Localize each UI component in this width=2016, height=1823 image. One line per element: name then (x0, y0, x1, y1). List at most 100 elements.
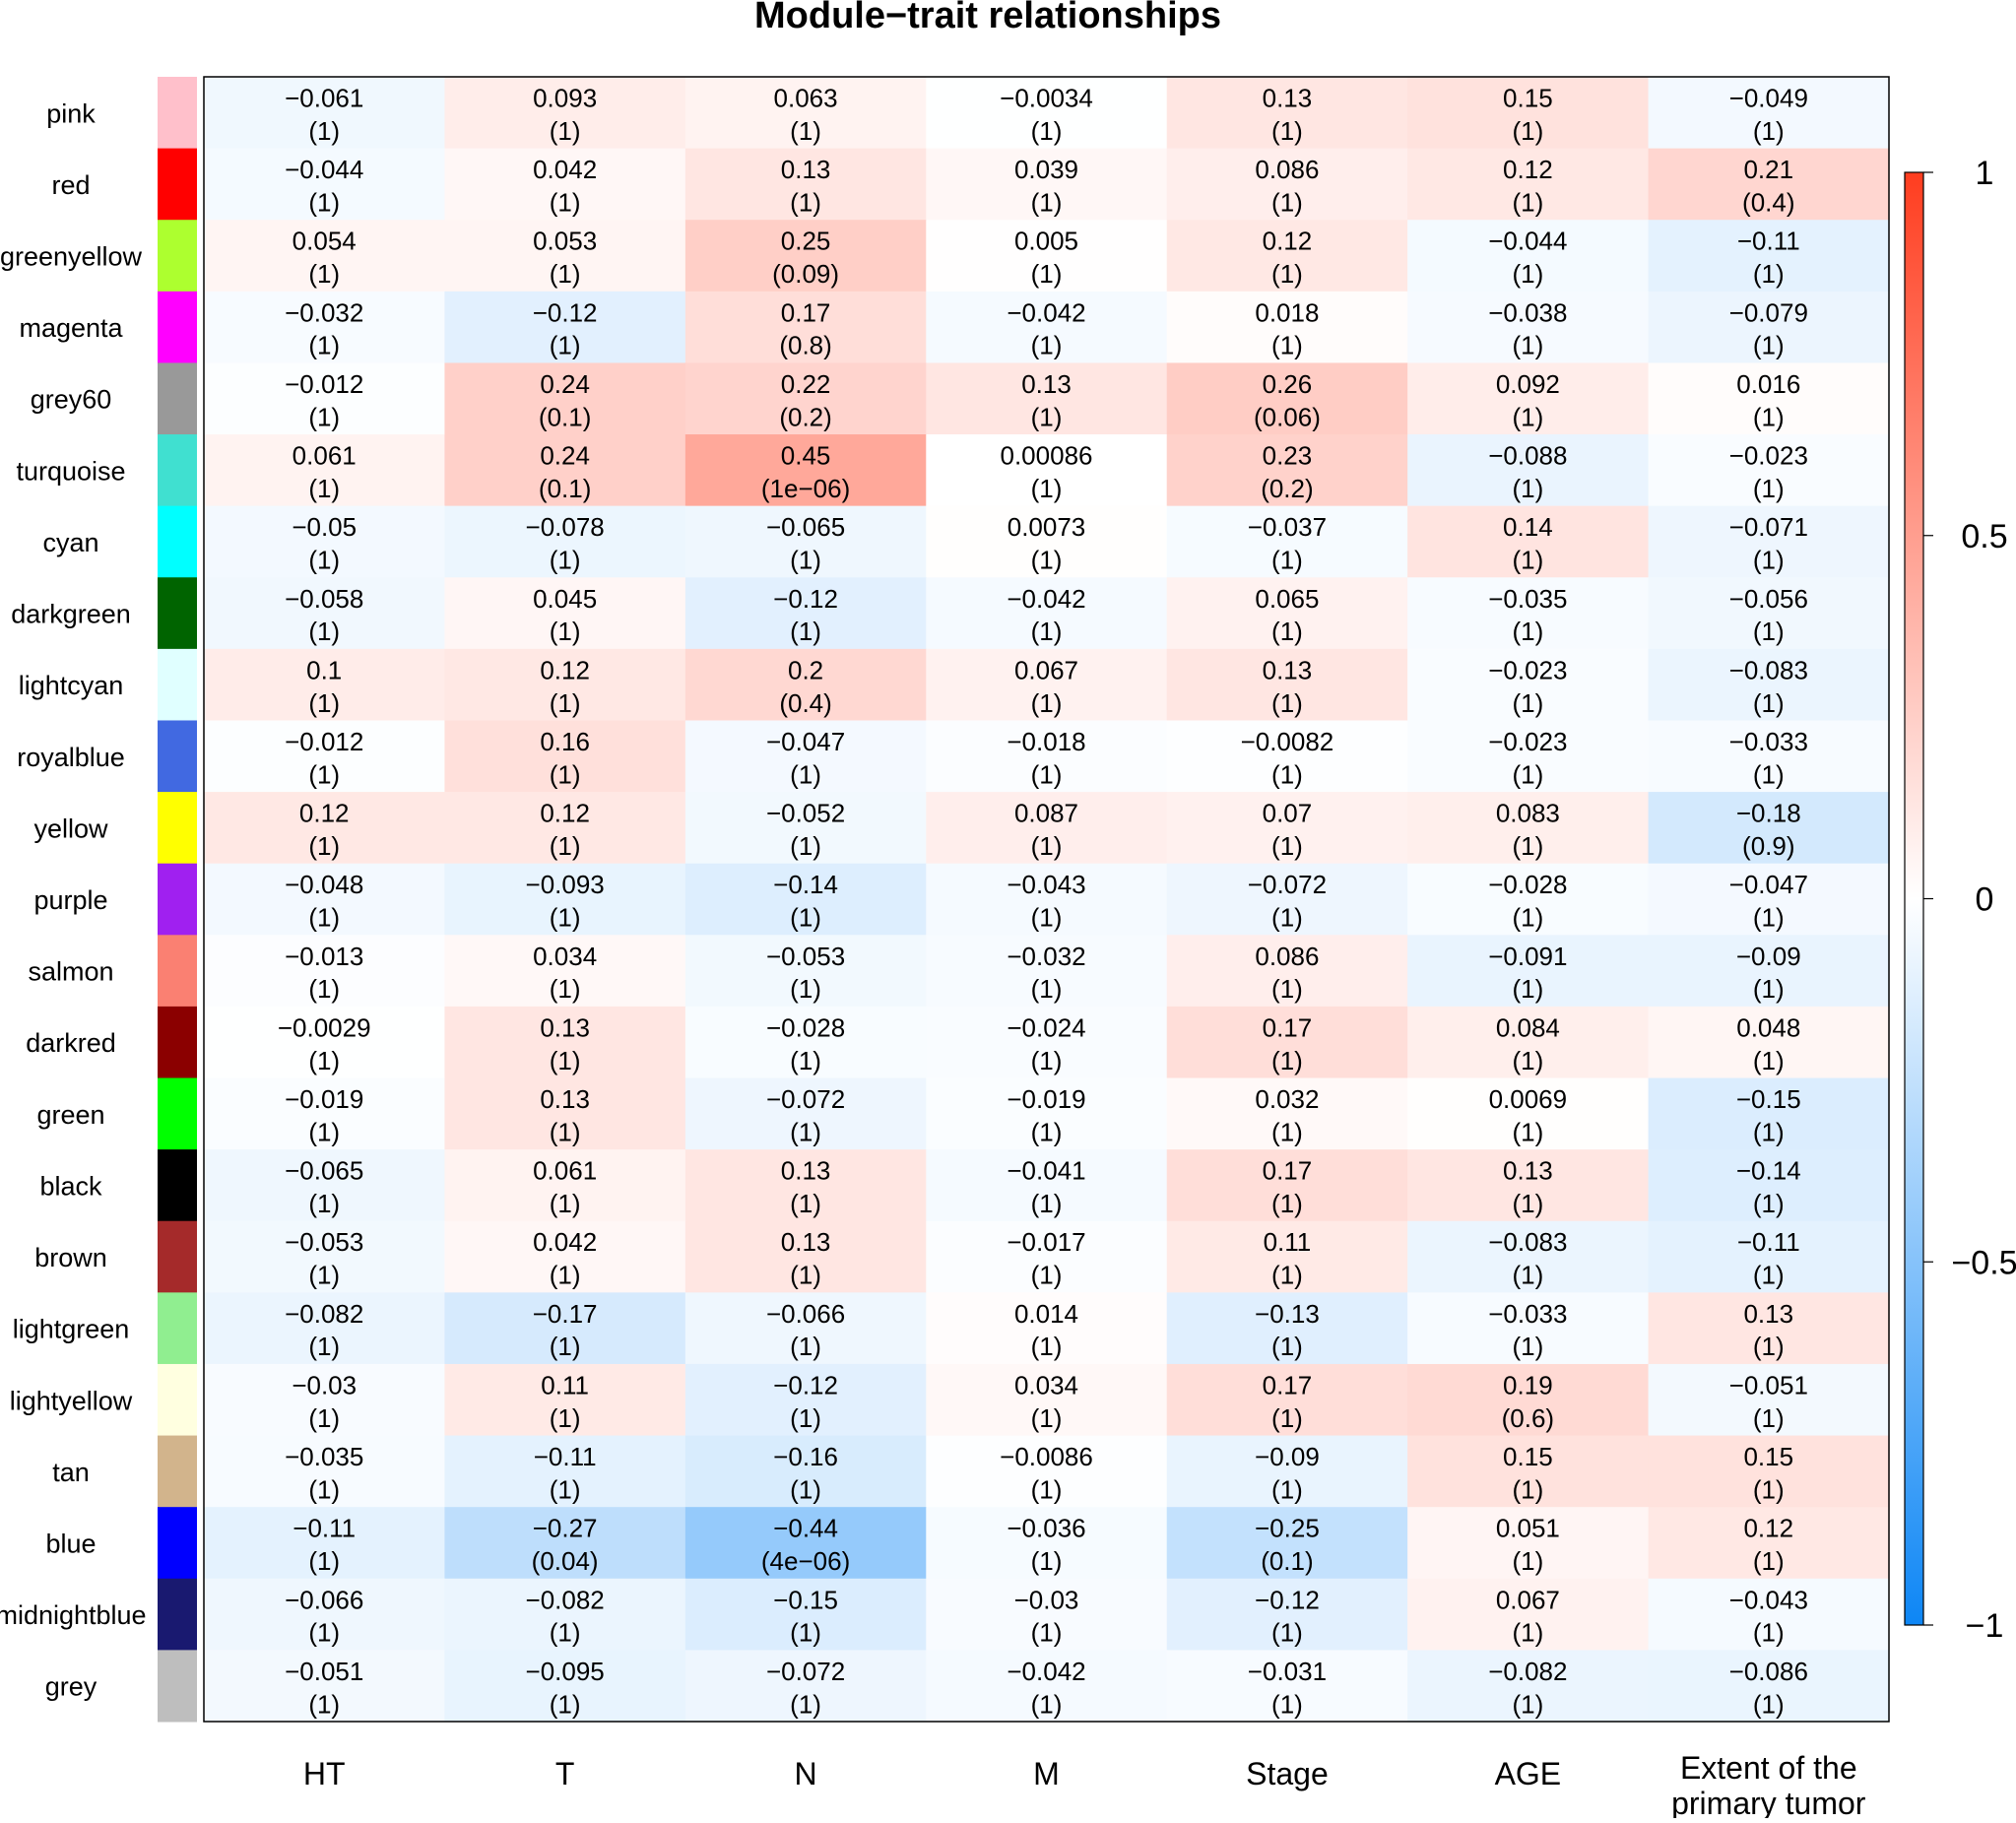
cell-correlation-label: −0.082 (285, 1299, 363, 1329)
cell-pvalue-label: (1) (1753, 688, 1785, 718)
cell-pvalue-label: (1) (790, 831, 821, 861)
cell-pvalue-label: (1) (1031, 831, 1063, 861)
heatmap-cell (204, 648, 446, 722)
module-swatch (158, 720, 197, 793)
heatmap-cell (1407, 935, 1650, 1008)
heatmap-cell (204, 1435, 446, 1508)
heatmap-cell (926, 935, 1168, 1008)
cell-pvalue-label: (1) (1031, 474, 1063, 503)
cell-correlation-label: 0.0073 (1008, 512, 1086, 542)
cell-pvalue-label: (1) (1271, 1189, 1303, 1218)
heatmap-cell (444, 434, 686, 507)
heatmap-cell (444, 720, 686, 793)
heatmap-cell (1648, 291, 1890, 364)
row-label: magenta (19, 313, 123, 343)
cell-pvalue-label: (1) (1512, 1618, 1543, 1648)
cell-pvalue-label: (1) (1753, 546, 1785, 575)
cell-correlation-label: −0.035 (1488, 584, 1567, 614)
cell-pvalue-label: (1) (1512, 1332, 1543, 1361)
cell-correlation-label: −0.03 (1014, 1585, 1079, 1614)
heatmap-cell (1166, 1578, 1408, 1651)
cell-pvalue-label: (1) (1271, 1689, 1303, 1719)
heatmap-cell (1648, 148, 1890, 221)
module-swatch (158, 1220, 197, 1293)
heatmap-cell (926, 148, 1168, 221)
cell-correlation-label: 0.11 (1264, 1227, 1312, 1257)
cell-correlation-label: 0.17 (1263, 1156, 1313, 1186)
cell-correlation-label: −0.09 (1736, 942, 1801, 971)
heatmap-cell (204, 1292, 446, 1365)
cell-correlation-label: 0.063 (774, 83, 838, 112)
heatmap-cell (204, 77, 446, 150)
heatmap-cell (1407, 220, 1650, 293)
cell-pvalue-label: (1) (1031, 974, 1063, 1004)
heatmap-cell (1166, 648, 1408, 722)
cell-pvalue-label: (0.1) (539, 474, 591, 503)
cell-pvalue-label: (1) (308, 688, 340, 718)
color-scale-legend: 1 0.5 0 −0.5 −1 (1904, 155, 2016, 1645)
module-color-swatches (158, 77, 197, 1723)
row-label: lightgreen (13, 1315, 130, 1344)
cell-pvalue-label: (1) (550, 331, 581, 360)
cell-correlation-label: −0.14 (1736, 1156, 1801, 1186)
cell-pvalue-label: (1) (308, 331, 340, 360)
cell-pvalue-label: (1) (1512, 831, 1543, 861)
cell-pvalue-label: (1) (1271, 617, 1303, 646)
cell-correlation-label: −0.061 (285, 83, 363, 112)
module-swatch (158, 1578, 197, 1651)
heatmap-cell (1166, 362, 1408, 435)
cell-correlation-label: −0.033 (1729, 727, 1808, 756)
heatmap-cell (444, 362, 686, 435)
cell-correlation-label: −0.044 (1488, 227, 1567, 256)
heatmap-cell (204, 291, 446, 364)
heatmap-cell (1648, 1220, 1890, 1293)
cell-correlation-label: −0.047 (766, 727, 845, 756)
heatmap-cell (1166, 148, 1408, 221)
cell-correlation-label: 0.034 (533, 942, 597, 971)
cell-correlation-label: 0.093 (533, 83, 597, 112)
heatmap-cell (684, 863, 927, 936)
column-label: Extent of the primary tumor (1671, 1750, 1866, 1818)
heatmap-cell (1648, 1292, 1890, 1365)
cell-pvalue-label: (1) (550, 1117, 581, 1146)
cell-correlation-label: −0.031 (1248, 1657, 1327, 1686)
row-label: lightcyan (19, 671, 124, 700)
cell-pvalue-label: (1) (790, 188, 821, 218)
cell-correlation-label: −0.053 (285, 1227, 363, 1257)
heatmap-cell (444, 1292, 686, 1365)
cell-correlation-label: −0.15 (773, 1585, 838, 1614)
column-label: T (555, 1756, 575, 1791)
heatmap-cell (926, 1077, 1168, 1150)
cell-pvalue-label: (1) (790, 1474, 821, 1504)
heatmap-cell (1166, 863, 1408, 936)
cell-correlation-label: −0.018 (1007, 727, 1085, 756)
cell-correlation-label: 0.17 (1263, 1370, 1313, 1400)
heatmap-cell (926, 863, 1168, 936)
row-label: greenyellow (0, 242, 143, 272)
row-label: red (51, 170, 90, 200)
heatmap-cell (1166, 1006, 1408, 1079)
cell-correlation-label: −0.03 (292, 1370, 357, 1400)
heatmap-cell (1648, 1507, 1890, 1580)
cell-pvalue-label: (1) (308, 974, 340, 1004)
row-label: green (36, 1100, 104, 1130)
cell-correlation-label: 0.13 (781, 155, 831, 184)
heatmap-cell (684, 1578, 927, 1651)
cell-correlation-label: −0.17 (533, 1299, 598, 1329)
cell-pvalue-label: (1) (790, 116, 821, 146)
cell-pvalue-label: (1) (1031, 1117, 1063, 1146)
cell-pvalue-label: (1) (1512, 1189, 1543, 1218)
cell-correlation-label: −0.12 (773, 584, 838, 614)
column-label: M (1033, 1756, 1060, 1791)
cell-correlation-label: 0.17 (1263, 1012, 1313, 1042)
heatmap-cell (204, 577, 446, 650)
cell-pvalue-label: (1) (550, 903, 581, 933)
cell-correlation-label: −0.0082 (1241, 727, 1334, 756)
cell-correlation-label: 0.005 (1014, 227, 1078, 256)
heatmap-cell (684, 220, 927, 293)
heatmap-cell (684, 148, 927, 221)
cell-pvalue-label: (1) (1753, 1474, 1785, 1504)
cell-pvalue-label: (0.2) (1261, 474, 1313, 503)
cell-pvalue-label: (1) (1271, 1403, 1303, 1433)
cell-correlation-label: −0.058 (285, 584, 363, 614)
